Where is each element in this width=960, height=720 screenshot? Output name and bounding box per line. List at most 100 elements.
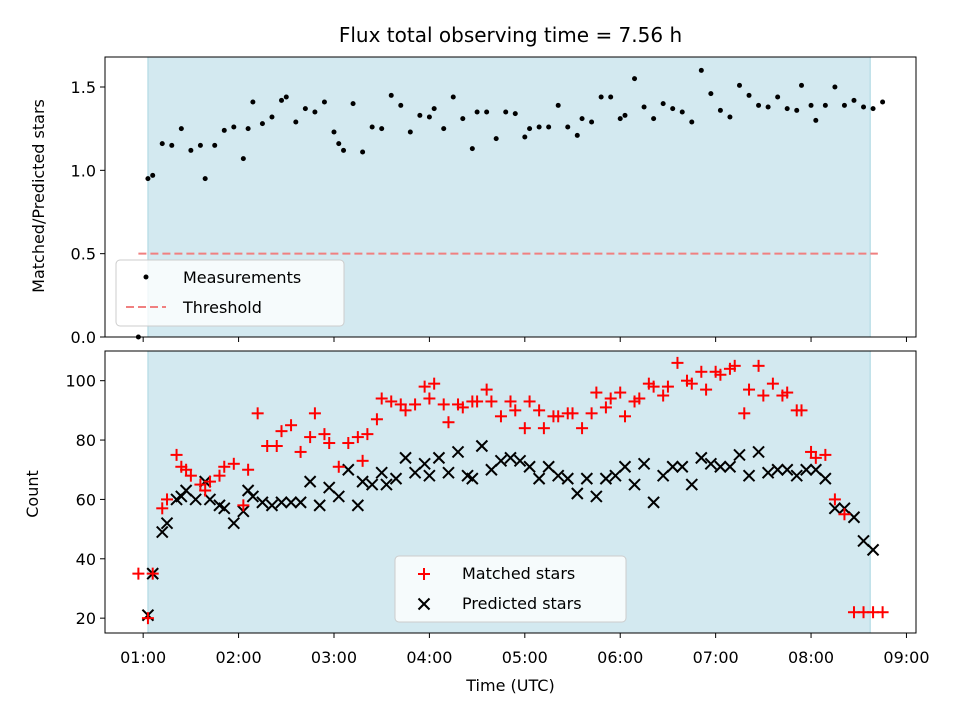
predicted-star-point bbox=[351, 499, 365, 512]
bottom-xtick-label: 06:00 bbox=[597, 648, 643, 667]
predicted-star-point bbox=[695, 451, 708, 465]
bottom-xtick-label: 07:00 bbox=[693, 648, 739, 667]
measurement-point bbox=[417, 112, 423, 118]
matched-star-point bbox=[661, 380, 674, 393]
matched-star-point bbox=[576, 422, 589, 435]
bottom-legend-box bbox=[394, 555, 627, 623]
matched-star-point bbox=[537, 422, 550, 435]
bottom-ylabel: Count bbox=[23, 470, 42, 518]
predicted-star-point bbox=[256, 496, 269, 509]
matched-star-point bbox=[409, 398, 422, 411]
matched-star-point bbox=[566, 407, 579, 420]
matched-star-point bbox=[213, 469, 226, 482]
measurement-point bbox=[336, 141, 342, 147]
matched-star-point bbox=[156, 502, 169, 515]
matched-star-point bbox=[533, 404, 546, 417]
matched-star-point bbox=[237, 499, 250, 512]
measurement-point bbox=[555, 102, 561, 108]
matched-star-point bbox=[146, 567, 159, 580]
matched-star-point bbox=[828, 493, 841, 506]
measurement-point bbox=[784, 106, 790, 112]
measurement-point bbox=[240, 156, 246, 162]
matched-star-point bbox=[685, 377, 698, 390]
matched-star-point bbox=[184, 469, 197, 482]
measurement-point bbox=[493, 136, 499, 142]
measurement-point bbox=[341, 147, 347, 153]
measurement-point bbox=[527, 126, 533, 132]
bottom-xtick-label: 09:00 bbox=[883, 648, 929, 667]
matched-star-point bbox=[351, 431, 364, 444]
matched-star-point bbox=[370, 413, 383, 426]
matched-star-point bbox=[480, 383, 493, 396]
matched-star-point bbox=[437, 398, 450, 411]
measurement-point bbox=[622, 112, 628, 118]
predicted-star-point bbox=[628, 478, 641, 491]
predicted-star-point bbox=[828, 502, 842, 515]
measurement-point bbox=[388, 92, 394, 98]
measurement-point bbox=[799, 82, 805, 88]
top-legend: Measurements Threshold bbox=[115, 259, 345, 327]
predicted-star-point bbox=[647, 496, 660, 509]
measurement-point bbox=[670, 106, 676, 112]
predicted-star-point bbox=[780, 463, 794, 476]
measurement-point bbox=[880, 99, 886, 105]
matched-star-point bbox=[161, 493, 174, 506]
measurement-point bbox=[369, 124, 375, 130]
predicted-star-point bbox=[666, 460, 679, 473]
measurement-point bbox=[450, 94, 456, 100]
matched-star-point bbox=[203, 475, 216, 488]
measurement-point bbox=[426, 114, 432, 120]
predicted-star-point bbox=[523, 460, 536, 473]
measurement-point bbox=[269, 114, 275, 120]
legend-matched-glyph bbox=[418, 568, 430, 580]
predicted-star-point bbox=[790, 469, 803, 482]
predicted-star-point bbox=[246, 490, 260, 503]
predicted-star-point bbox=[618, 460, 632, 473]
legend-label-threshold: Threshold bbox=[182, 298, 262, 317]
measurement-point bbox=[197, 142, 203, 148]
measurement-point bbox=[574, 132, 580, 138]
measurement-point bbox=[469, 146, 475, 152]
matched-star-point bbox=[399, 404, 412, 417]
matched-star-point bbox=[738, 407, 751, 420]
measurement-point bbox=[188, 147, 194, 153]
matched-star-point bbox=[141, 612, 154, 625]
measurement-point bbox=[360, 149, 366, 155]
predicted-star-point bbox=[332, 490, 345, 503]
measurement-point bbox=[522, 134, 528, 140]
legend-predicted-glyph bbox=[417, 597, 431, 611]
measurement-point bbox=[398, 102, 404, 108]
legend-marker-matched bbox=[418, 568, 430, 580]
predicted-star-point bbox=[819, 472, 832, 485]
predicted-star-point bbox=[265, 499, 279, 512]
bottom-xtick-label: 04:00 bbox=[406, 648, 452, 667]
measurement-point bbox=[302, 106, 308, 112]
matched-star-point bbox=[618, 410, 631, 423]
measurement-point bbox=[727, 114, 733, 120]
measurement-point bbox=[484, 109, 490, 115]
predicted-star-point bbox=[857, 534, 870, 548]
measurement-point bbox=[536, 124, 542, 130]
predicted-star-point bbox=[451, 445, 465, 459]
top-legend-box bbox=[115, 259, 345, 327]
predicted-star-point bbox=[809, 463, 823, 476]
matched-star-point bbox=[552, 410, 565, 423]
predicted-star-point bbox=[485, 463, 498, 476]
predicted-star-point bbox=[218, 502, 231, 515]
measurement-point bbox=[808, 102, 814, 108]
matched-star-point bbox=[304, 431, 317, 444]
chart-title: Flux total observing time = 7.56 h bbox=[339, 23, 682, 47]
measurement-point bbox=[617, 116, 623, 122]
matched-star-point bbox=[170, 448, 183, 461]
bottom-plot-frame bbox=[104, 350, 917, 634]
matched-star-point bbox=[657, 389, 670, 402]
legend-marker-predicted bbox=[417, 597, 431, 611]
measurement-point bbox=[441, 126, 447, 132]
measurement-point bbox=[231, 124, 237, 130]
measurement-point bbox=[632, 76, 638, 82]
bottom-panel: 20 40 60 80 100 01:00 02:00 03:00 04:00 05:00 06:0… bbox=[23, 350, 930, 695]
measurement-point bbox=[283, 94, 289, 100]
measurement-point bbox=[841, 102, 847, 108]
predicted-star-point bbox=[800, 463, 813, 476]
predicted-star-point bbox=[303, 475, 317, 488]
